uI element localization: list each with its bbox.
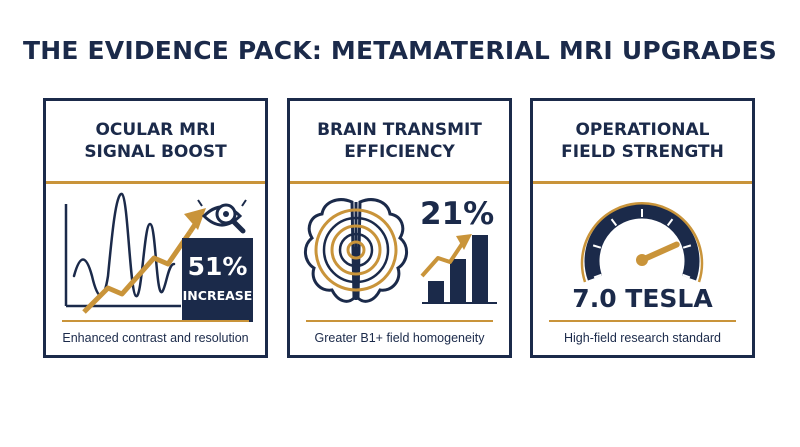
gauge-tick xyxy=(682,244,692,249)
page-title: THE EVIDENCE PACK: METAMATERIAL MRI UPGR… xyxy=(22,36,778,65)
value-label: INCREASE xyxy=(182,288,253,303)
card-heading: BRAIN TRANSMIT EFFICIENCY xyxy=(290,101,509,181)
value-number: 51% xyxy=(187,252,248,281)
card-heading-line1: OPERATIONAL xyxy=(575,120,710,140)
eye-magnifier-icon xyxy=(197,199,247,234)
growth-bar xyxy=(472,235,488,303)
signal-wave-icon xyxy=(72,192,176,298)
card-divider xyxy=(533,181,752,184)
card-caption: High-field research standard xyxy=(563,331,722,345)
gauge-tick xyxy=(592,244,602,249)
card-heading: OCULAR MRI SIGNAL BOOST xyxy=(46,101,265,181)
caption-divider xyxy=(62,320,249,322)
card-divider xyxy=(46,181,265,184)
card-art: 7.0 TESLA xyxy=(533,184,752,320)
card-heading-line2: EFFICIENCY xyxy=(344,142,455,162)
caption-divider xyxy=(549,320,736,322)
card-brain-transmit: BRAIN TRANSMIT EFFICIENCY xyxy=(287,98,512,358)
card-divider xyxy=(290,181,509,184)
card-art: 21% xyxy=(290,184,509,320)
gauge-tick xyxy=(593,273,602,279)
card-caption: Enhanced contrast and resolution xyxy=(62,331,249,345)
card-field-strength: OPERATIONAL FIELD STRENGTH 7.0 TESLA Hig… xyxy=(530,98,755,358)
growth-bar xyxy=(450,259,466,303)
gauge-tick xyxy=(666,218,674,227)
bar-growth-icon xyxy=(420,234,497,304)
brain-rings-icon xyxy=(304,198,408,303)
value-number: 21% xyxy=(420,196,495,232)
card-art: 51% INCREASE xyxy=(46,184,265,322)
card-heading-line2: FIELD STRENGTH xyxy=(561,142,724,162)
gauge-icon xyxy=(580,202,704,283)
card-heading-line1: BRAIN TRANSMIT xyxy=(317,120,482,140)
card-ocular-signal: OCULAR MRI SIGNAL BOOST xyxy=(43,98,268,358)
card-heading: OPERATIONAL FIELD STRENGTH xyxy=(533,101,752,181)
gauge-tick xyxy=(610,218,618,227)
gauge-needle xyxy=(639,241,680,263)
growth-bar xyxy=(428,281,444,303)
axis-icon xyxy=(64,204,181,308)
gauge-tick xyxy=(682,273,691,279)
card-caption: Greater B1+ field homogeneity xyxy=(314,331,485,345)
card-heading-line1: OCULAR MRI xyxy=(95,120,216,140)
trend-arrow-icon xyxy=(82,208,206,314)
card-heading-line2: SIGNAL BOOST xyxy=(84,142,227,162)
gauge-ticks xyxy=(592,209,692,279)
value-box: 51% INCREASE xyxy=(182,238,253,322)
value-number: 7.0 TESLA xyxy=(572,284,713,313)
caption-divider xyxy=(306,320,493,322)
